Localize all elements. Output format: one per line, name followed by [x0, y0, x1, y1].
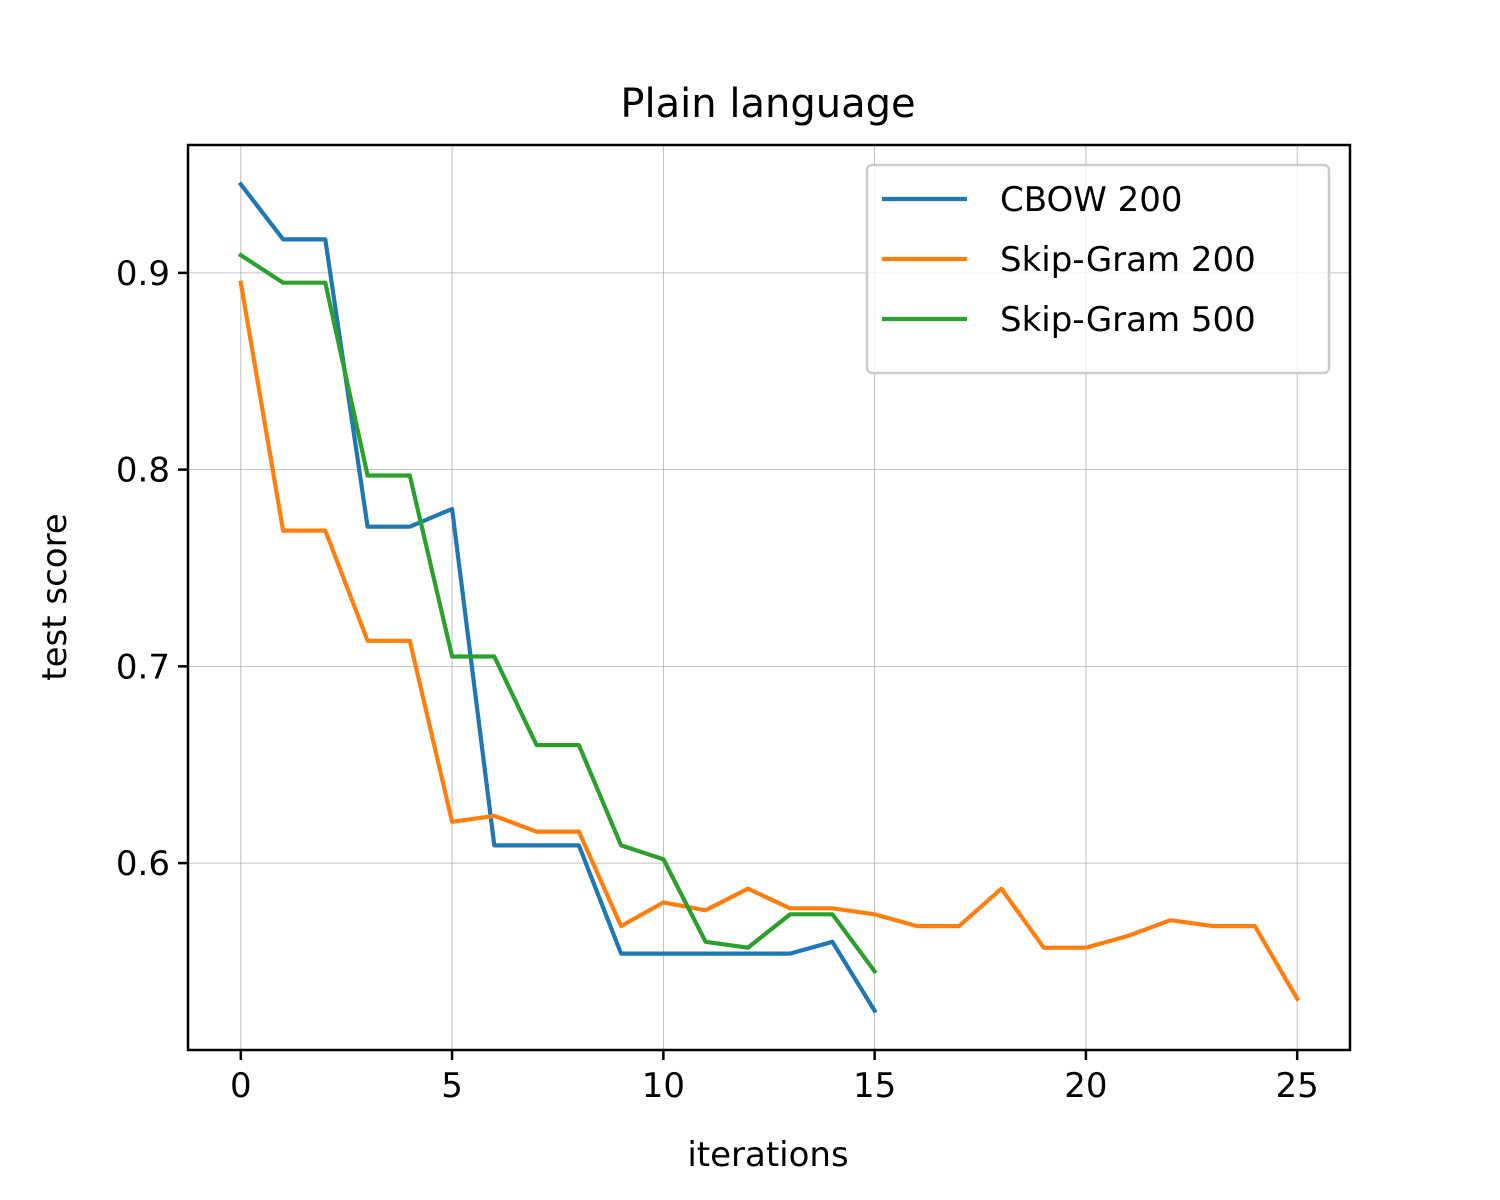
x-tick-label: 20 — [1064, 1066, 1107, 1106]
legend-box — [865, 163, 1331, 375]
legend-label-skip-gram-500: Skip-Gram 500 — [1000, 300, 1256, 340]
y-axis-ticks: 0.6 0.7 0.8 0.9 — [116, 254, 188, 884]
x-tick-label: 15 — [853, 1066, 896, 1106]
legend-label-skip-gram-200: Skip-Gram 200 — [1000, 240, 1256, 280]
y-tick-label: 0.7 — [116, 647, 170, 687]
x-axis-label: iterations — [687, 1135, 848, 1175]
x-tick-label: 0 — [230, 1066, 252, 1106]
series-line-skip-gram-500 — [237, 252, 878, 975]
legend: CBOW 200 Skip-Gram 200 Skip-Gram 500 — [865, 163, 1331, 375]
legend-label-cbow-200: CBOW 200 — [1000, 180, 1183, 220]
x-axis-ticks: 0 5 10 15 20 25 — [230, 1050, 1319, 1106]
y-axis-label: test score — [35, 513, 75, 680]
y-tick-label: 0.6 — [116, 844, 170, 884]
series-line-skip-gram-200 — [238, 280, 1301, 1002]
y-tick-label: 0.8 — [116, 451, 170, 491]
x-tick-label: 25 — [1276, 1066, 1319, 1106]
x-tick-label: 5 — [441, 1066, 463, 1106]
plot-frame — [186, 143, 1352, 1052]
y-tick-label: 0.9 — [116, 254, 170, 294]
x-tick-label: 10 — [642, 1066, 685, 1106]
chart-title: Plain language — [620, 81, 915, 127]
series-lines — [237, 181, 1301, 1014]
